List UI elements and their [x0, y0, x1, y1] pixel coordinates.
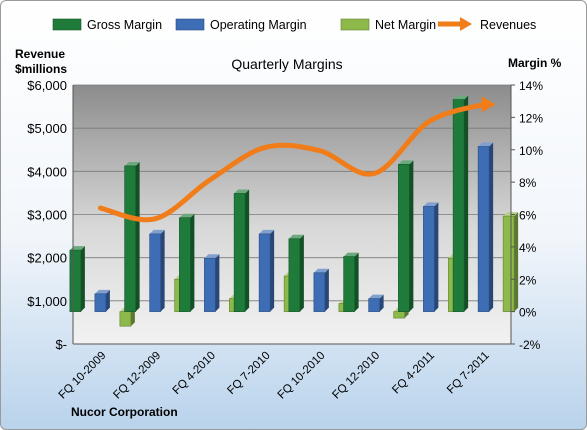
revenues-line-arrowhead	[481, 96, 496, 113]
right-tick-label: 6%	[519, 209, 537, 223]
x-tick-label: FQ 10-2009	[57, 350, 109, 402]
operating-margin-bar-top	[423, 202, 439, 207]
operating-margin-bar	[313, 272, 326, 312]
left-tick-label: $-	[55, 337, 67, 352]
legend-swatch-gross-margin	[52, 18, 82, 31]
operating-margin-bar-side	[324, 268, 329, 312]
x-tick-label: FQ 7-2010	[225, 350, 272, 397]
operating-margin-bar	[423, 206, 435, 312]
gross-margin-bar-top	[179, 213, 195, 218]
chart-title: Quarterly Margins	[231, 56, 342, 72]
operating-margin-bar	[149, 233, 161, 312]
operating-margin-bar	[477, 146, 490, 312]
right-axis-label: Margin %	[508, 56, 562, 70]
operating-margin-bar-side	[434, 202, 439, 312]
gross-margin-bar	[69, 249, 82, 312]
revenue-line	[97, 96, 496, 223]
gross-margin-bar-side	[299, 234, 304, 312]
net-margin-bar-side	[514, 212, 519, 312]
left-tick-label: $5,000	[27, 121, 67, 136]
operating-margin-bar-top	[94, 289, 110, 294]
operating-margin-bar-top	[259, 229, 275, 234]
right-tick-label: 0%	[519, 306, 537, 320]
right-tick-label: 12%	[519, 111, 543, 125]
operating-margin-bar-top	[313, 268, 329, 273]
legend-label-operating-margin: Operating Margin	[210, 18, 307, 32]
operating-margin-bar-top	[204, 254, 220, 259]
operating-margin-bar-side	[379, 294, 384, 312]
x-tick-label: FQ 4-2011	[390, 350, 437, 397]
right-tick-label: -2%	[519, 338, 541, 352]
operating-margin-bar-side	[270, 229, 275, 312]
gross-margin-bar-top	[124, 161, 140, 166]
gross-margin-bar-side	[354, 252, 359, 312]
legend-label-gross-margin: Gross Margin	[87, 18, 162, 32]
gross-margin-bar-top	[398, 160, 414, 165]
gross-margin-bar-side	[135, 161, 140, 312]
operating-margin-bar	[258, 233, 271, 312]
operating-margin-bar-side	[160, 229, 165, 312]
gross-margin-bar-top	[453, 95, 469, 100]
x-tick-label: FQ 12-2009	[111, 350, 163, 402]
left-tick-label: $4,000	[27, 164, 67, 179]
legend: Gross Margin Operating Margin Net Margin Re…	[52, 17, 536, 32]
gross-margin-bar-side	[190, 213, 195, 312]
legend-swatch-arrow	[460, 17, 472, 31]
operating-margin-bar-top	[149, 229, 165, 234]
net-margin-bar-side	[130, 307, 135, 327]
operating-margin-bar	[368, 298, 380, 312]
gross-margin-bar	[124, 165, 136, 312]
gross-margin-bar-side	[409, 160, 414, 312]
revenues-line	[97, 101, 487, 223]
net-margin-bar	[502, 215, 515, 312]
gross-margin-bar	[233, 193, 246, 312]
operating-margin-bar	[94, 293, 107, 312]
x-tick-label: FQ 10-2010	[276, 350, 328, 402]
right-tick-label: 14%	[519, 79, 543, 93]
axes: $- $1,000 $2,000 $3,000 $4,000 $5,000 $6,000 -2…	[27, 78, 543, 352]
bars	[69, 95, 519, 327]
gross-margin-bar-top	[288, 234, 304, 239]
left-tick-label: $1,000	[27, 294, 67, 309]
operating-margin-bar-side	[489, 142, 494, 312]
operating-margin-bar	[204, 257, 216, 312]
legend-swatch-operating-margin	[175, 18, 205, 31]
gross-margin-bar-top	[69, 246, 85, 251]
gross-margin-bar-top	[234, 189, 250, 194]
operating-margin-bar-side	[215, 254, 220, 312]
footer-label: Nucor Corporation	[71, 405, 178, 419]
operating-margin-bar-side	[105, 289, 110, 312]
left-tick-label: $6,000	[27, 78, 67, 93]
legend-swatch-net-margin	[340, 18, 370, 31]
gross-margin-bar	[452, 99, 465, 312]
gross-margin-bar-side	[80, 246, 85, 312]
x-tick-label: FQ 7-2011	[445, 350, 492, 397]
operating-margin-bar-top	[478, 142, 494, 147]
gross-margin-bar	[343, 256, 355, 312]
gross-margin-bar-side	[464, 95, 469, 312]
left-axis-label-line1: Revenue	[15, 47, 65, 61]
legend-label-net-margin: Net Margin	[375, 18, 436, 32]
left-tick-label: $2,000	[27, 251, 67, 266]
net-margin-bar	[119, 311, 132, 327]
x-tick-label: FQ 12-2010	[330, 350, 382, 402]
x-tick-labels: FQ 10-2009 FQ 12-2009 FQ 4-2010 FQ 7-2010 FQ…	[57, 350, 492, 402]
right-tick-label: 2%	[519, 273, 537, 287]
operating-margin-bar-top	[368, 294, 384, 299]
x-tick-label: FQ 4-2010	[171, 350, 218, 397]
gross-margin-bar	[398, 164, 410, 312]
right-tick-label: 8%	[519, 176, 537, 190]
gross-margin-bar-top	[343, 252, 359, 257]
left-axis-label-line2: $millions	[15, 62, 67, 76]
legend-label-revenues: Revenues	[480, 18, 536, 32]
gross-margin-bar	[179, 217, 191, 312]
net-margin-bar	[393, 311, 405, 319]
gross-margin-bar-side	[245, 189, 250, 312]
right-tick-label: 10%	[519, 144, 543, 158]
gross-margin-bar	[288, 238, 301, 312]
left-tick-label: $3,000	[27, 208, 67, 223]
right-tick-label: 4%	[519, 241, 537, 255]
